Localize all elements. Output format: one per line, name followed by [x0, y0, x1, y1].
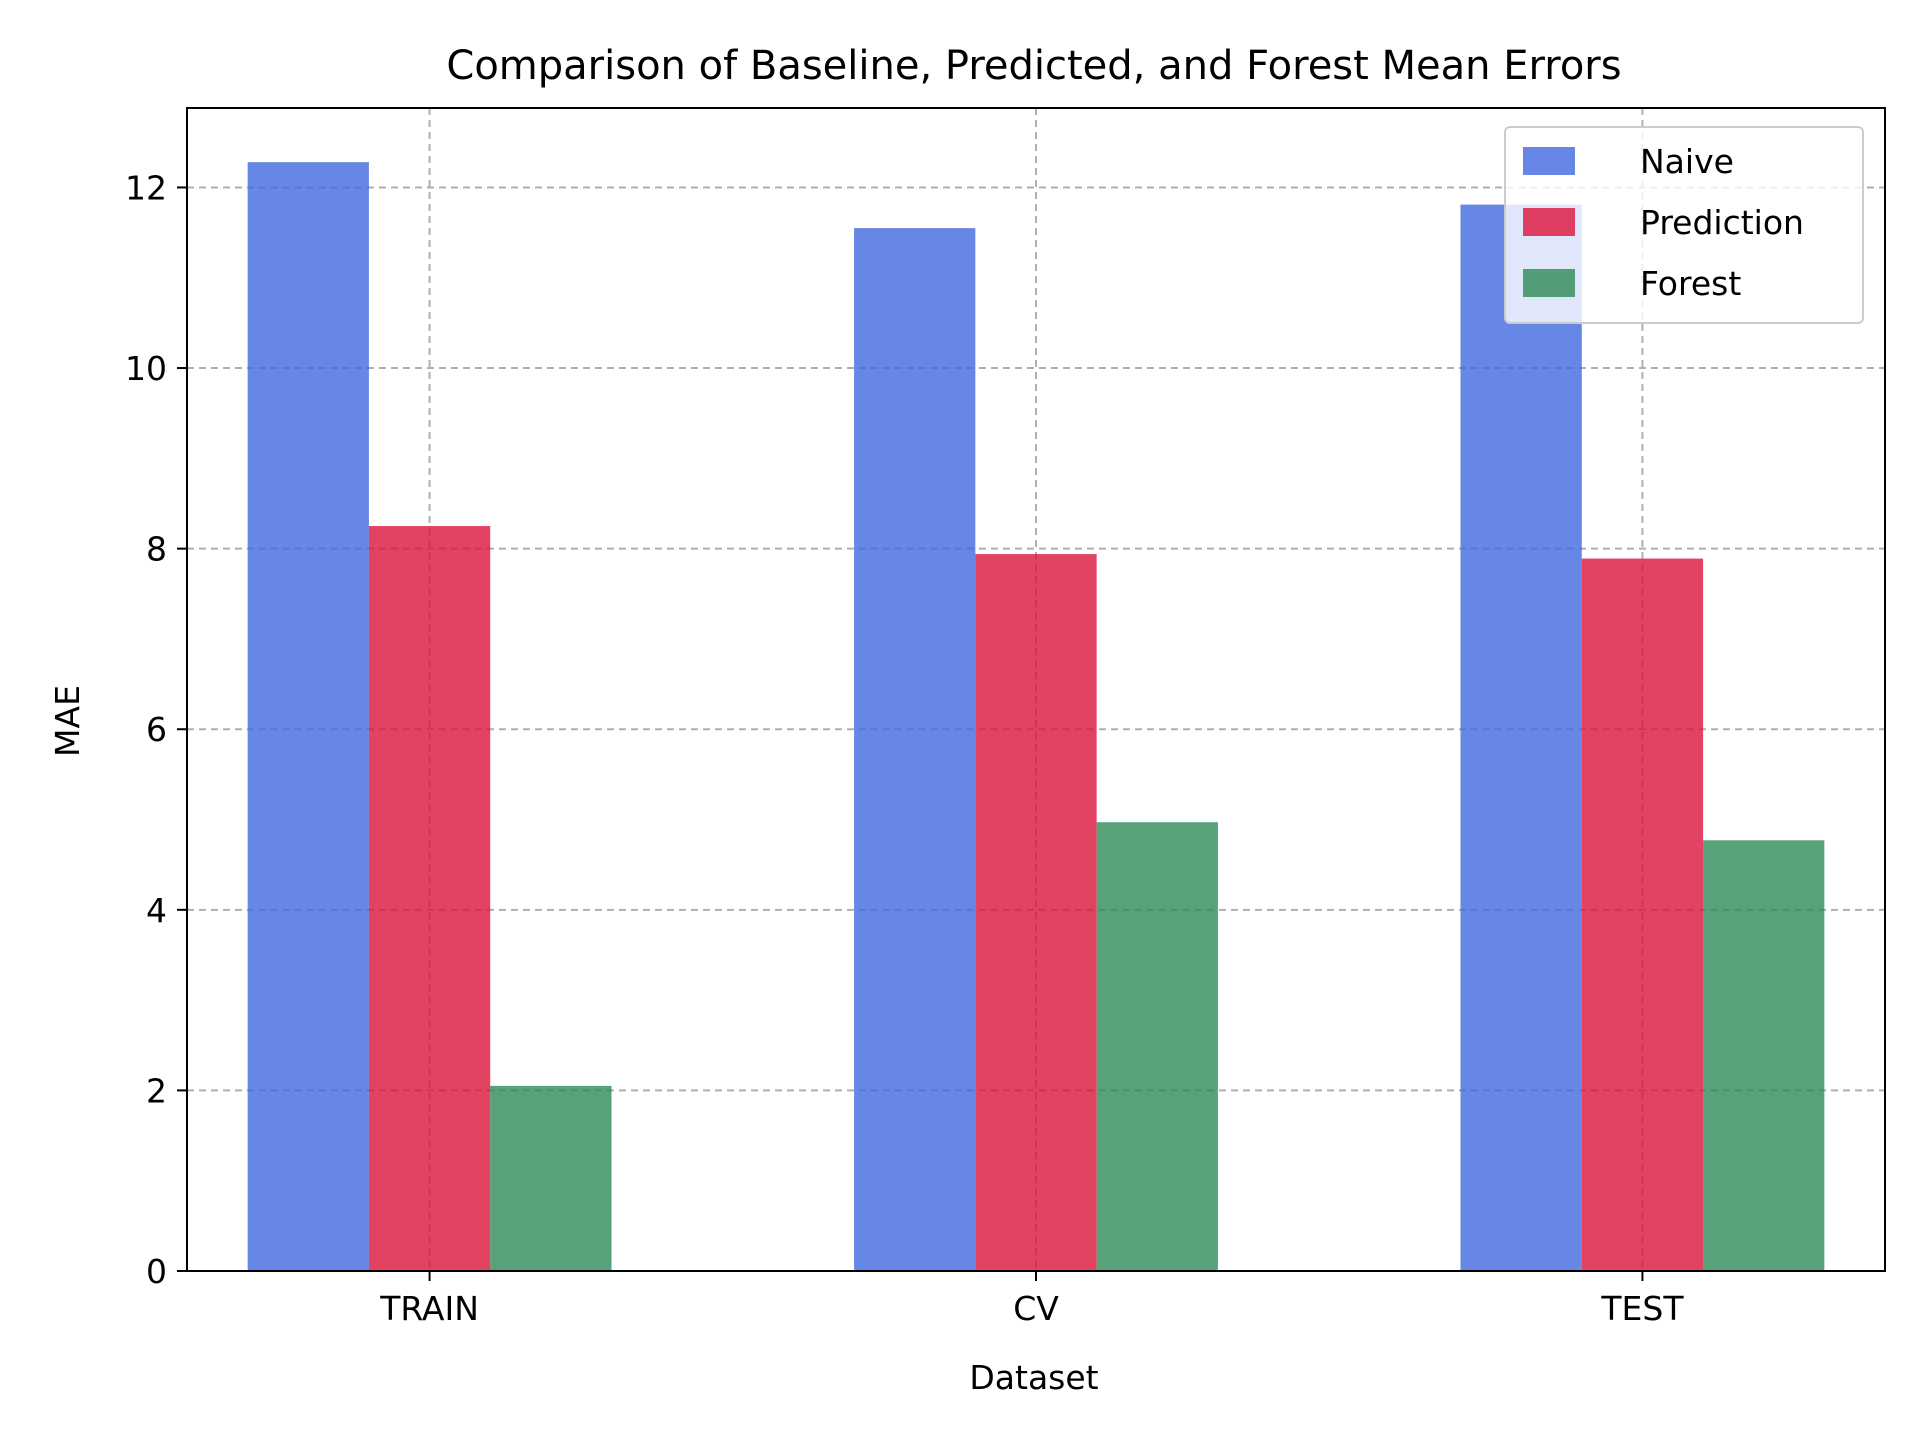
- legend-label-prediction: Prediction: [1640, 203, 1804, 242]
- bar-naive-train: [247, 162, 369, 1272]
- x-tick-label: CV: [1013, 1289, 1059, 1328]
- bar-forest-train: [490, 1085, 612, 1271]
- legend-swatch-naive: [1523, 147, 1575, 175]
- bar-prediction-train: [368, 526, 491, 1271]
- bar-prediction-test: [1581, 558, 1704, 1271]
- legend-label-forest: Forest: [1640, 264, 1741, 303]
- chart-title: Comparison of Baseline, Predicted, and F…: [446, 43, 1621, 89]
- y-tick-label: 12: [125, 168, 167, 207]
- bar-forest-test: [1703, 840, 1825, 1271]
- y-tick-label: 2: [146, 1071, 167, 1110]
- y-tick-label: 10: [125, 349, 167, 388]
- y-tick-label: 0: [146, 1252, 167, 1291]
- legend: Naive Prediction Forest: [1504, 126, 1864, 324]
- x-axis-title: Dataset: [969, 1358, 1098, 1397]
- x-tick-label: TRAIN: [379, 1289, 479, 1328]
- x-tick-label: TEST: [1600, 1289, 1684, 1328]
- y-tick-label: 8: [146, 530, 167, 569]
- bar-naive-test: [1460, 204, 1582, 1271]
- y-tick-label: 6: [146, 710, 167, 749]
- bar-naive-cv: [854, 228, 976, 1271]
- bar-prediction-cv: [975, 554, 1097, 1271]
- bars: [247, 162, 1825, 1272]
- legend-swatch-prediction: [1523, 208, 1575, 236]
- y-axis-title: MAE: [48, 685, 87, 757]
- bar-forest-cv: [1096, 822, 1218, 1271]
- legend-swatch-forest: [1523, 269, 1575, 297]
- x-axis: TRAIN CV TEST: [379, 1271, 1684, 1328]
- y-axis: 0 2 4 6 8 10 12: [125, 168, 187, 1291]
- legend-box: [1504, 126, 1864, 324]
- y-tick-label: 4: [146, 891, 167, 930]
- legend-label-naive: Naive: [1640, 142, 1734, 181]
